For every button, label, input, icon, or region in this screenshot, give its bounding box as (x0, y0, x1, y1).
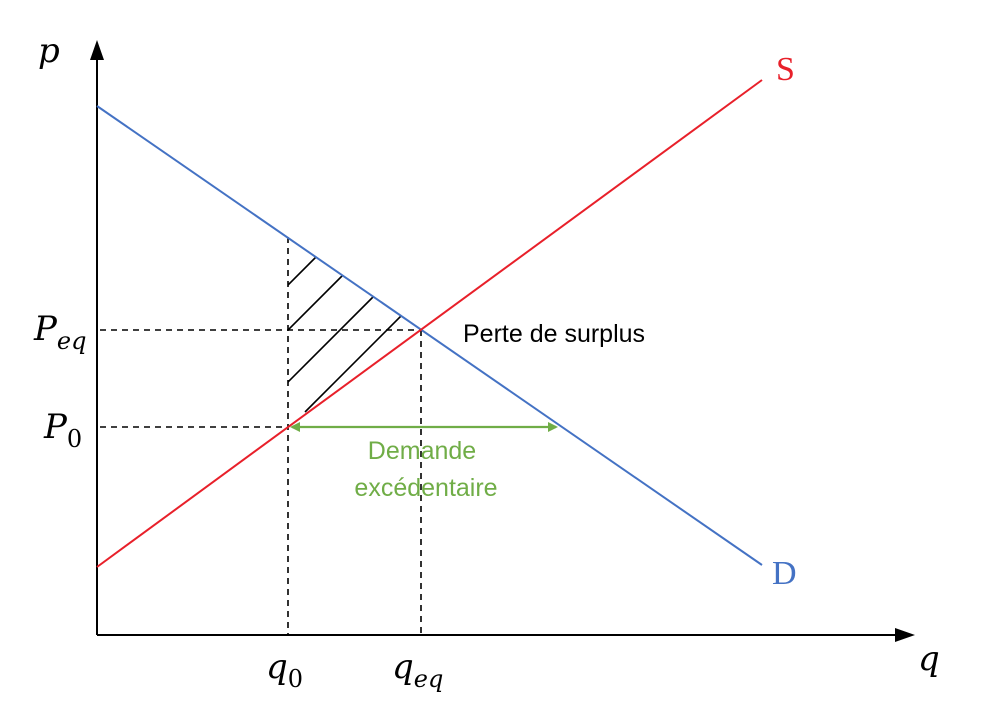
hatch-line (288, 271, 347, 331)
hatch-line (288, 254, 319, 286)
y-axis-label: p (38, 31, 60, 71)
p-0-label: P0 (43, 407, 82, 453)
demand-label: D (772, 555, 797, 592)
hatch-line (304, 309, 408, 413)
p-eq-label-subscript: eq (57, 327, 87, 355)
deadweight-loss-hatching (288, 254, 408, 413)
supply-label: S (776, 51, 795, 88)
demand-curve (96, 105, 763, 566)
y-axis-arrowhead (90, 40, 104, 60)
p-eq-label: Peq (33, 309, 86, 355)
q-eq-label-subscript: eq (414, 665, 444, 693)
p-eq-label-base: P (33, 309, 58, 349)
supply-curve (96, 79, 763, 568)
excess-demand-label-line1: Demande (368, 437, 476, 465)
x-axis-arrowhead (895, 628, 915, 642)
excess-demand-label-line2: excédentaire (354, 474, 497, 502)
p-0-label-subscript: 0 (67, 425, 82, 453)
deadweight-loss-label: Perte de surplus (463, 320, 645, 348)
q-0-label-base: q (266, 647, 288, 687)
q-0-label-subscript: 0 (288, 665, 303, 693)
x-axis-label: q (918, 639, 940, 679)
q-eq-label-base: q (392, 647, 414, 687)
axes (90, 40, 915, 642)
p-0-label-base: P (43, 407, 68, 447)
guide-lines (100, 237, 422, 635)
hatch-line (288, 293, 377, 383)
q-0-label: q0 (266, 647, 303, 693)
q-eq-label: qeq (392, 647, 443, 693)
